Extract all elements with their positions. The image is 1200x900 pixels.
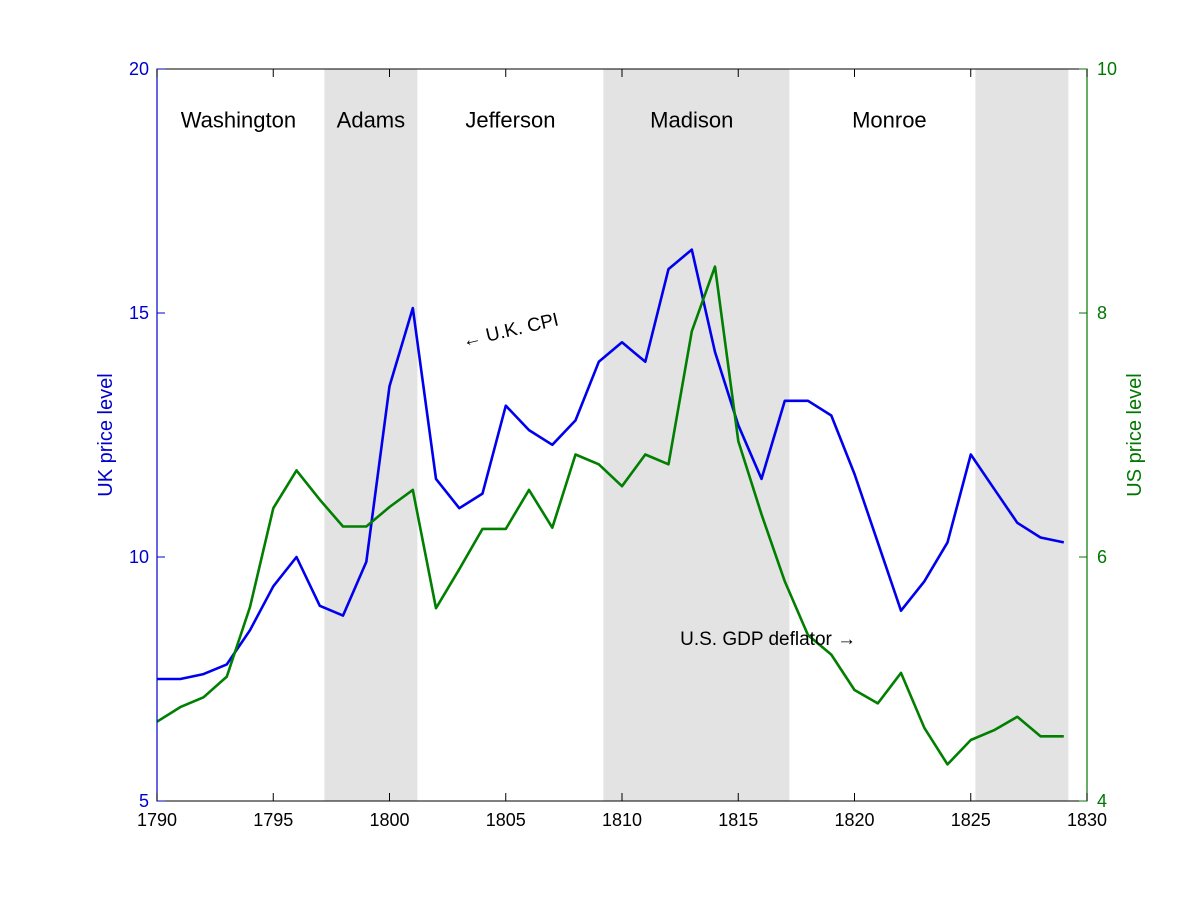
us-gdp-deflator-annotation: U.S. GDP deflator → bbox=[680, 629, 856, 650]
y-right-tick-label: 8 bbox=[1097, 303, 1107, 323]
shaded-period-1 bbox=[324, 69, 418, 801]
uk-cpi-annotation: ← U.K. CPI bbox=[460, 309, 560, 352]
x-tick-label: 1795 bbox=[253, 810, 293, 830]
y-right-tick-label: 6 bbox=[1097, 547, 1107, 567]
x-tick-label: 1790 bbox=[137, 810, 177, 830]
y-left-tick-label: 5 bbox=[139, 791, 149, 811]
x-tick-label: 1815 bbox=[718, 810, 758, 830]
series-lines bbox=[156, 248, 1065, 766]
shaded-period-2 bbox=[603, 69, 790, 801]
y-right-axis-title: US price level bbox=[1124, 373, 1146, 496]
president-label-madison: Madison bbox=[650, 108, 733, 133]
x-tick-label: 1805 bbox=[486, 810, 526, 830]
x-tick-label: 1825 bbox=[951, 810, 991, 830]
shaded-period-3 bbox=[975, 69, 1069, 801]
uk-cpi-line bbox=[157, 248, 1065, 681]
us-gdp-deflator-line bbox=[156, 265, 1064, 766]
y-right-tick-label: 10 bbox=[1097, 59, 1117, 79]
y-left-tick-label: 10 bbox=[129, 547, 149, 567]
president-label-jefferson: Jefferson bbox=[465, 108, 555, 133]
axes: 1790 1795 1800 1805 1810 1815 1820 1825 1830 5 10 1… bbox=[129, 59, 1117, 830]
shaded-periods bbox=[324, 69, 1069, 801]
x-tick-label: 1830 bbox=[1067, 810, 1107, 830]
x-tick-label: 1820 bbox=[834, 810, 874, 830]
y-right-tick-label: 4 bbox=[1097, 791, 1107, 811]
president-label-adams: Adams bbox=[337, 108, 405, 133]
y-left-tick-label: 15 bbox=[129, 303, 149, 323]
x-tick-label: 1800 bbox=[369, 810, 409, 830]
president-labels: Washington Adams Jefferson Madison Monroe bbox=[181, 108, 927, 133]
president-label-monroe: Monroe bbox=[852, 108, 927, 133]
y-left-tick-label: 20 bbox=[129, 59, 149, 79]
y-left-axis-title: UK price level bbox=[95, 373, 117, 496]
x-tick-label: 1810 bbox=[602, 810, 642, 830]
president-label-washington: Washington bbox=[181, 108, 296, 133]
